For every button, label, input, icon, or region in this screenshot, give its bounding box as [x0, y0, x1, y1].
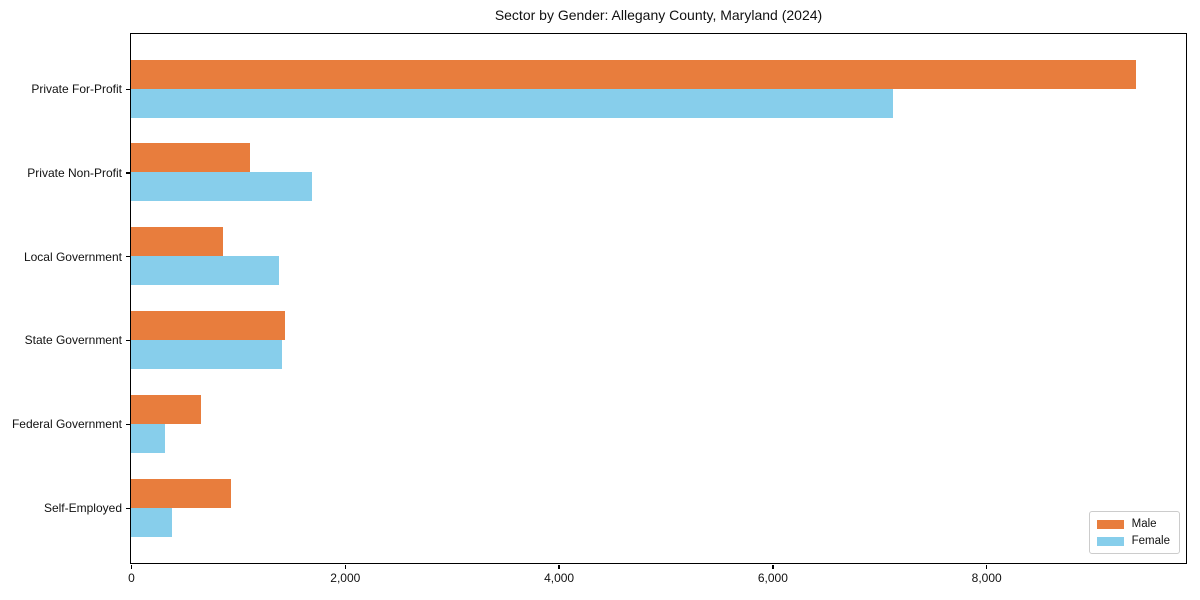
x-tick-mark	[130, 564, 133, 569]
legend: Male Female	[1088, 511, 1180, 554]
bar-male-local-government	[131, 227, 224, 257]
y-axis-label-private-non-profit: Private Non-Profit	[27, 165, 122, 180]
y-tick-mark	[126, 88, 130, 90]
legend-item-male: Male	[1096, 518, 1170, 530]
y-tick-mark	[126, 172, 130, 174]
y-axis-label-private-for-profit: Private For-Profit	[31, 82, 122, 96]
x-tick-mark	[344, 564, 346, 569]
legend-label-male: Male	[1131, 518, 1157, 530]
x-tick-label-6-000: 6,000	[757, 571, 788, 585]
legend-item-female: Female	[1096, 535, 1170, 547]
y-tick-mark	[126, 256, 130, 258]
x-tick-label-2-000: 2,000	[330, 571, 361, 585]
y-tick-mark	[126, 423, 130, 425]
x-tick-label-0: 0	[128, 571, 135, 585]
legend-label-female: Female	[1131, 535, 1170, 547]
plot-area: Male Female	[130, 33, 1187, 564]
x-tick-label-4-000: 4,000	[544, 571, 575, 585]
legend-swatch-male	[1096, 519, 1124, 529]
y-axis-label-local-government: Local Government	[23, 249, 122, 264]
x-tick-label-8-000: 8,000	[971, 571, 1002, 585]
bar-male-state-government	[131, 310, 286, 340]
bar-male-federal-government	[131, 394, 201, 424]
y-tick-mark	[126, 507, 130, 509]
bar-female-federal-government	[131, 423, 166, 453]
bar-male-private-non-profit	[131, 143, 250, 173]
x-tick-mark	[558, 564, 560, 569]
bar-male-private-for-profit	[131, 59, 1136, 89]
legend-swatch-female	[1096, 536, 1124, 546]
chart-title: Sector by Gender: Allegany County, Maryl…	[494, 7, 823, 23]
bar-female-self-employed	[131, 507, 172, 537]
y-tick-mark	[126, 339, 130, 342]
y-axis-label-federal-government: Federal Government	[11, 417, 122, 432]
bar-female-local-government	[131, 256, 279, 286]
bar-female-state-government	[131, 339, 282, 369]
y-axis-label-state-government: State Government	[24, 333, 122, 348]
bar-female-private-for-profit	[131, 88, 893, 118]
y-axis-label-self-employed: Self-Employed	[43, 501, 122, 515]
x-tick-mark	[986, 564, 988, 569]
x-tick-mark	[772, 564, 774, 569]
bar-male-self-employed	[131, 478, 231, 508]
bar-female-private-non-profit	[131, 172, 312, 202]
